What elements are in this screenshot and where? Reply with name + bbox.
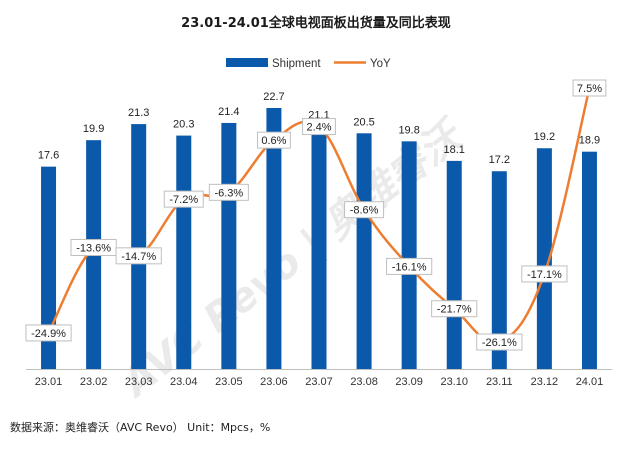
bar-23.03 — [131, 124, 147, 369]
x-tick-label-23.08: 23.08 — [350, 376, 378, 388]
x-tick-label-23.03: 23.03 — [125, 376, 153, 388]
yoy-value-label-23.03: -14.7% — [121, 251, 156, 263]
bar-value-label-23.10: 18.1 — [444, 144, 465, 156]
yoy-value-label-23.04: -7.2% — [169, 194, 198, 206]
yoy-label-box-23.03 — [115, 247, 162, 265]
yoy-value-label-23.12: -17.1% — [527, 269, 562, 281]
yoy-point-23.01: -24.9% — [25, 324, 72, 342]
bar-value-label-23.05: 21.4 — [218, 106, 239, 118]
yoy-point-23.09: -16.1% — [386, 257, 433, 275]
bar-value-label-23.11: 17.2 — [489, 154, 510, 166]
yoy-point-24.01: 7.5% — [572, 79, 607, 97]
x-tick-label-23.10: 23.10 — [440, 376, 468, 388]
bar-23.10 — [446, 160, 462, 369]
yoy-point-23.05: -6.3% — [208, 183, 249, 201]
yoy-label-box-23.04 — [163, 190, 204, 208]
yoy-value-label-23.01: -24.9% — [31, 328, 66, 340]
bar-value-label-23.02: 19.9 — [83, 123, 104, 135]
yoy-value-label-23.06: 0.6% — [261, 135, 286, 147]
legend: Shipment YoY — [226, 58, 391, 70]
yoy-label-box-23.01 — [25, 324, 72, 342]
x-tick-label-23.02: 23.02 — [80, 376, 108, 388]
bar-23.09 — [401, 141, 417, 369]
yoy-value-label-23.07: 2.4% — [306, 122, 331, 134]
bar-23.07 — [311, 126, 327, 370]
x-tick-label-23.01: 23.01 — [35, 376, 63, 388]
bar-value-label-23.03: 21.3 — [128, 107, 149, 119]
x-tick-label-23.09: 23.09 — [395, 376, 423, 388]
bar-value-label-24.01: 18.9 — [579, 135, 600, 147]
x-tick-label-23.05: 23.05 — [215, 376, 243, 388]
bar-23.12 — [536, 148, 552, 369]
yoy-point-23.08: -8.6% — [344, 201, 385, 219]
yoy-point-23.12: -17.1% — [521, 265, 568, 283]
yoy-point-23.10: -21.7% — [431, 300, 478, 318]
yoy-point-23.04: -7.2% — [163, 190, 204, 208]
x-tick-label-23.06: 23.06 — [260, 376, 288, 388]
yoy-label-box-23.08 — [344, 201, 385, 219]
legend-label-yoy: YoY — [370, 58, 391, 70]
yoy-label-box-23.05 — [208, 183, 249, 201]
bar-23.06 — [266, 108, 282, 369]
yoy-point-23.02: -13.6% — [70, 239, 117, 257]
x-tick-label-23.04: 23.04 — [170, 376, 198, 388]
yoy-label-box-23.10 — [431, 300, 478, 318]
yoy-point-23.06: 0.6% — [257, 131, 291, 149]
yoy-label-box-23.12 — [521, 265, 568, 283]
chart-title: 23.01-24.01全球电视面板出货量及同比表现 — [181, 15, 451, 31]
source-note: 数据来源：奥维睿沃（AVC Revo） Unit：Mpcs，% — [10, 420, 270, 434]
bar-value-label-23.09: 19.8 — [398, 124, 419, 136]
yoy-value-label-23.02: -13.6% — [76, 243, 111, 255]
bar-24.01 — [581, 151, 597, 369]
yoy-point-23.03: -14.7% — [115, 247, 162, 265]
yoy-value-label-24.01: 7.5% — [577, 83, 602, 95]
x-tick-label-24.01: 24.01 — [576, 376, 604, 388]
yoy-value-label-23.09: -16.1% — [392, 261, 427, 273]
bar-23.01 — [41, 166, 57, 369]
yoy-value-label-23.08: -8.6% — [350, 205, 379, 217]
bar-23.11 — [491, 171, 507, 369]
x-tick-label-23.12: 23.12 — [531, 376, 559, 388]
bar-23.08 — [356, 133, 372, 369]
bar-value-label-23.08: 20.5 — [353, 116, 374, 128]
legend-label-shipment: Shipment — [272, 58, 321, 70]
bar-value-label-23.12: 19.2 — [534, 131, 555, 143]
yoy-point-23.07: 2.4% — [302, 118, 336, 136]
yoy-label-box-23.09 — [386, 257, 433, 275]
yoy-value-label-23.05: -6.3% — [214, 187, 243, 199]
yoy-point-23.11: -26.1% — [476, 333, 523, 351]
labels-layer: 17.6 23.01 19.9 23.02 21.3 23.03 20.3 23.04 21.4… — [25, 79, 607, 388]
bar-23.04 — [176, 135, 192, 369]
yoy-value-label-23.11: -26.1% — [482, 337, 517, 349]
x-tick-label-23.07: 23.07 — [305, 376, 333, 388]
yoy-value-label-23.10: -21.7% — [437, 304, 472, 316]
bars-layer — [41, 108, 597, 370]
yoy-label-box-24.01 — [572, 79, 607, 97]
yoy-label-box-23.07 — [302, 118, 336, 136]
bar-value-label-23.01: 17.6 — [38, 150, 59, 162]
bar-value-label-23.06: 22.7 — [263, 91, 284, 103]
yoy-label-box-23.11 — [476, 333, 523, 351]
bar-23.05 — [221, 122, 237, 369]
legend-swatch-shipment — [226, 58, 268, 67]
bar-value-label-23.04: 20.3 — [173, 119, 194, 131]
yoy-label-box-23.06 — [257, 131, 291, 149]
x-tick-label-23.11: 23.11 — [486, 376, 513, 388]
